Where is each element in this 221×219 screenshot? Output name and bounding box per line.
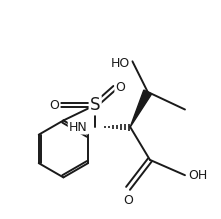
Text: HO: HO [111, 57, 130, 70]
Text: O: O [123, 194, 133, 207]
Text: O: O [50, 99, 60, 112]
Text: S: S [90, 96, 100, 114]
Text: O: O [115, 81, 125, 94]
Text: OH: OH [188, 169, 208, 182]
Text: HN: HN [69, 120, 88, 134]
Polygon shape [130, 90, 152, 127]
